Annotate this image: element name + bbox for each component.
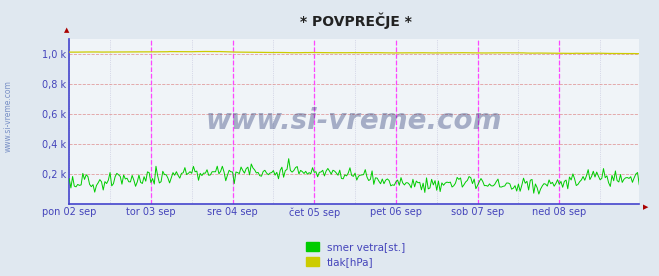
Legend: smer vetra[st.], tlak[hPa]: smer vetra[st.], tlak[hPa] (305, 241, 407, 268)
Text: * POVPREČJE *: * POVPREČJE * (300, 12, 412, 29)
Text: www.si-vreme.com: www.si-vreme.com (4, 80, 13, 152)
Text: ▶: ▶ (643, 204, 648, 210)
Text: www.si-vreme.com: www.si-vreme.com (206, 107, 502, 136)
Text: ▲: ▲ (64, 27, 69, 33)
